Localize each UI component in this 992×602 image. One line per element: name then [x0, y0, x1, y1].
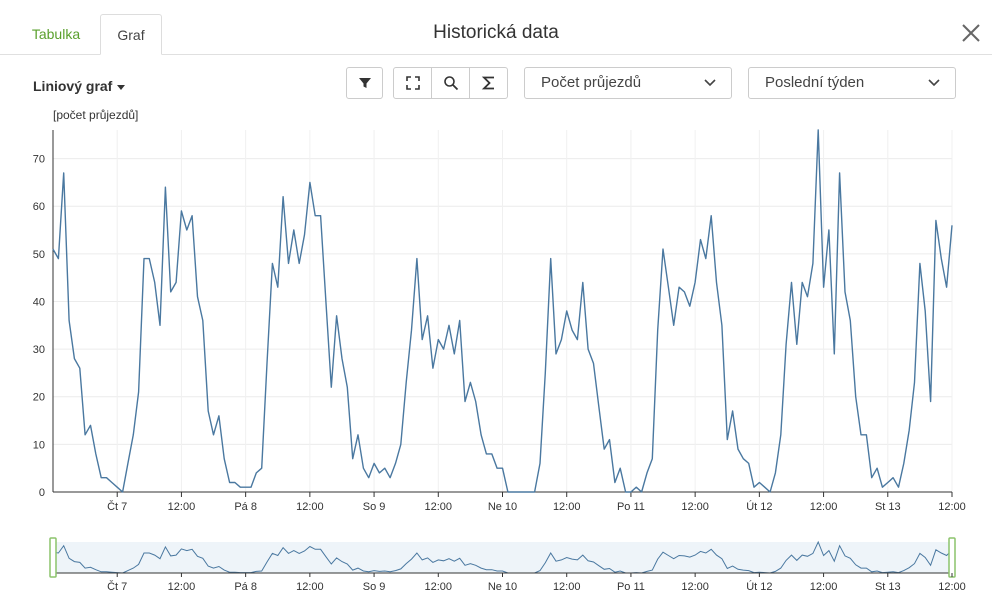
navigator-tick-label: Ne 10: [488, 581, 517, 593]
metric-select-value: Počet průjezdů: [541, 74, 642, 91]
tab-bar-divider: [0, 54, 992, 55]
x-tick-label: Čt 7: [107, 500, 127, 513]
navigator-handle-left[interactable]: [49, 537, 57, 578]
navigator-selection: [53, 542, 952, 573]
chevron-down-icon: [704, 79, 716, 87]
navigator-tick-label: Út 12: [746, 580, 772, 593]
x-tick-label: 12:00: [425, 501, 453, 513]
y-tick-label: 60: [33, 201, 45, 213]
close-icon: [962, 24, 980, 42]
navigator-tick-label: 12:00: [425, 581, 453, 593]
y-tick-label: 50: [33, 249, 45, 261]
y-tick-label: 40: [33, 296, 45, 308]
navigator-series-line: [52, 540, 953, 574]
y-tick-label: 70: [33, 154, 45, 166]
zoom-button[interactable]: [432, 68, 470, 98]
view-button-group: [393, 67, 508, 99]
y-tick-label: 20: [33, 392, 45, 404]
period-select[interactable]: Poslední týden: [748, 67, 956, 99]
navigator-handle-right[interactable]: [948, 537, 956, 578]
y-tick-label: 30: [33, 344, 45, 356]
metric-select[interactable]: Počet průjezdů: [524, 67, 732, 99]
tab-graf[interactable]: Graf: [100, 14, 162, 55]
window-title: Historická data: [433, 22, 559, 43]
plot-area: [52, 129, 953, 493]
period-select-value: Poslední týden: [765, 74, 865, 91]
chart-type-label: Liniový graf: [33, 78, 113, 94]
navigator[interactable]: Čt 7 12:00 Pá 8 12:00 So 9 12:00 Ne 10 12:00 Po …: [49, 537, 966, 593]
navigator-tick-label: 12:00: [938, 581, 966, 593]
x-tick-label: 12:00: [938, 501, 966, 513]
x-tick-label: 12:00: [681, 501, 709, 513]
caret-down-icon: [117, 84, 126, 90]
navigator-tick-label: Pá 8: [234, 581, 257, 593]
x-axis: Čt 7 12:00 Pá 8 12:00 So 9 12:00 Ne 10 12:00 Po …: [53, 491, 966, 513]
x-tick-label: St 13: [875, 501, 901, 513]
navigator-tick-label: 12:00: [553, 581, 581, 593]
navigator-tick-label: Po 11: [617, 581, 645, 593]
chart-type-dropdown[interactable]: Liniový graf: [33, 78, 126, 94]
x-tick-label: Út 12: [746, 500, 772, 513]
x-tick-label: Ne 10: [488, 501, 517, 513]
series-line: [52, 129, 953, 493]
chevron-down-icon: [928, 79, 940, 87]
chart-grid: [53, 130, 953, 493]
y-axis: 0 10 20 30 40 50 60 70: [33, 130, 54, 499]
x-tick-label: So 9: [363, 501, 386, 513]
navigator-tick-label: 12:00: [681, 581, 709, 593]
sum-button[interactable]: [470, 68, 507, 98]
zoom-icon: [443, 76, 458, 91]
y-axis-unit-label: [počet průjezdů]: [53, 108, 139, 122]
x-tick-label: Pá 8: [234, 501, 257, 513]
x-tick-label: Po 11: [617, 501, 645, 513]
navigator-tick-label: So 9: [363, 581, 386, 593]
x-tick-label: 12:00: [168, 501, 196, 513]
navigator-tick-label: 12:00: [810, 581, 838, 593]
filter-button[interactable]: [346, 67, 383, 99]
y-tick-label: 10: [33, 439, 45, 451]
x-tick-label: 12:00: [553, 501, 581, 513]
navigator-tick-label: St 13: [875, 581, 901, 593]
tab-tabulka[interactable]: Tabulka: [31, 26, 81, 42]
sum-icon: [481, 76, 494, 90]
filter-icon: [358, 78, 371, 88]
x-tick-label: 12:00: [810, 501, 838, 513]
tab-bar: Tabulka Graf: [0, 0, 992, 55]
navigator-tick-label: Čt 7: [107, 580, 127, 593]
y-tick-label: 0: [39, 487, 45, 499]
fullscreen-button[interactable]: [394, 68, 432, 98]
fullscreen-icon: [405, 76, 420, 90]
navigator-tick-label: 12:00: [296, 581, 324, 593]
x-tick-label: 12:00: [296, 501, 324, 513]
navigator-tick-label: 12:00: [168, 581, 196, 593]
close-button[interactable]: [958, 20, 984, 46]
